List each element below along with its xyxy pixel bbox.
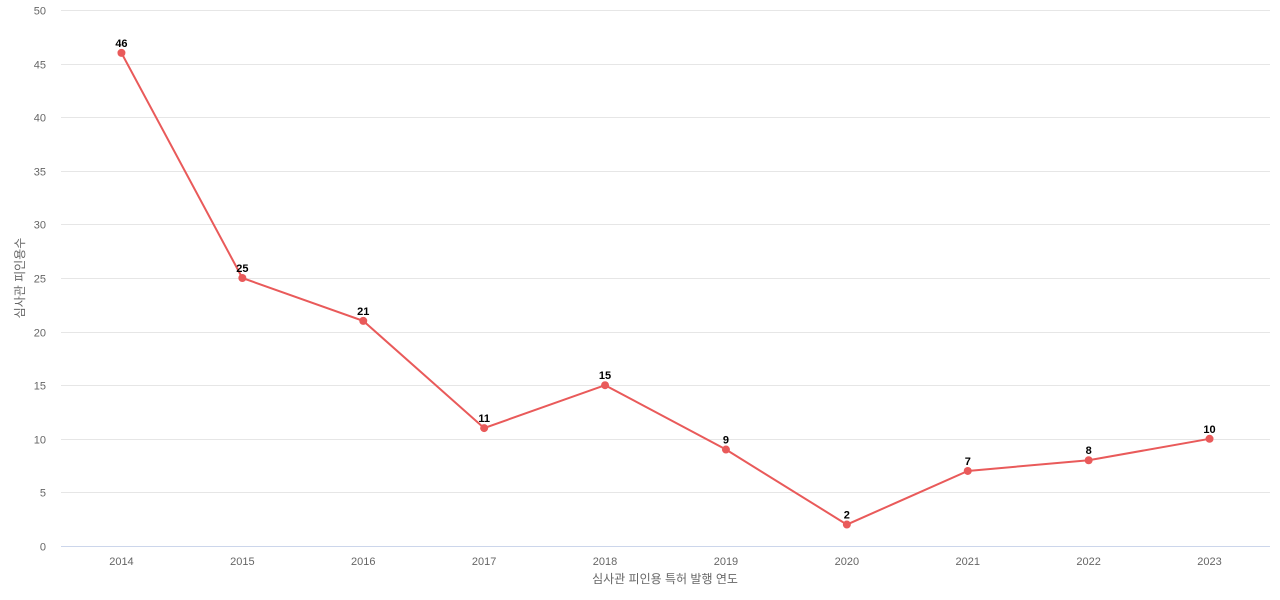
y-tick-label: 40 (34, 113, 46, 125)
y-tick-label: 35 (34, 167, 46, 179)
data-label: 9 (723, 435, 729, 447)
y-tick-label: 10 (34, 435, 46, 447)
y-tick-label: 20 (34, 328, 46, 340)
y-axis-ticks: 0 5 10 15 20 25 30 35 40 45 50 (34, 6, 46, 554)
data-label: 46 (115, 38, 127, 50)
x-tick-label: 2018 (593, 556, 617, 568)
data-point[interactable] (117, 48, 126, 57)
x-tick-label: 2019 (714, 556, 738, 568)
data-label: 2 (844, 510, 850, 522)
x-axis-ticks: 2014 2015 2016 2017 2018 2019 2020 2021 2022 2023 (109, 556, 1222, 568)
data-point[interactable] (1084, 456, 1093, 465)
data-label: 15 (599, 370, 611, 382)
data-point[interactable] (601, 381, 610, 390)
data-point[interactable] (359, 316, 368, 325)
data-label: 8 (1086, 445, 1092, 457)
x-tick-label: 2023 (1197, 556, 1221, 568)
data-labels: 46 25 21 11 15 9 2 7 8 10 (115, 38, 1215, 522)
data-label: 7 (965, 456, 971, 468)
y-tick-label: 25 (34, 274, 46, 286)
gridlines (61, 10, 1270, 493)
x-tick-label: 2016 (351, 556, 375, 568)
x-tick-label: 2022 (1076, 556, 1100, 568)
data-point[interactable] (842, 520, 851, 529)
data-point[interactable] (480, 424, 489, 433)
series-line (120, 52, 1210, 526)
data-point[interactable] (963, 466, 972, 475)
x-axis-title: 심사관 피인용 특허 발행 연도 (592, 571, 738, 586)
x-tick-label: 2014 (109, 556, 133, 568)
x-tick-label: 2020 (835, 556, 859, 568)
y-tick-label: 0 (40, 542, 46, 554)
data-label: 11 (478, 413, 490, 425)
x-tick-label: 2021 (956, 556, 980, 568)
data-point[interactable] (1205, 434, 1214, 443)
y-tick-label: 15 (34, 381, 46, 393)
data-point[interactable] (721, 445, 730, 454)
y-tick-label: 50 (34, 6, 46, 18)
data-point[interactable] (238, 274, 247, 282)
data-label: 25 (236, 263, 248, 275)
data-points (117, 48, 1214, 529)
x-tick-label: 2015 (230, 556, 254, 568)
data-label: 10 (1203, 424, 1215, 436)
y-tick-label: 5 (40, 488, 46, 500)
data-label: 21 (357, 306, 369, 318)
y-tick-label: 45 (34, 60, 46, 72)
x-tick-label: 2017 (472, 556, 496, 568)
y-tick-label: 30 (34, 220, 46, 232)
y-axis-title: 심사관 피인용수 (13, 238, 27, 319)
